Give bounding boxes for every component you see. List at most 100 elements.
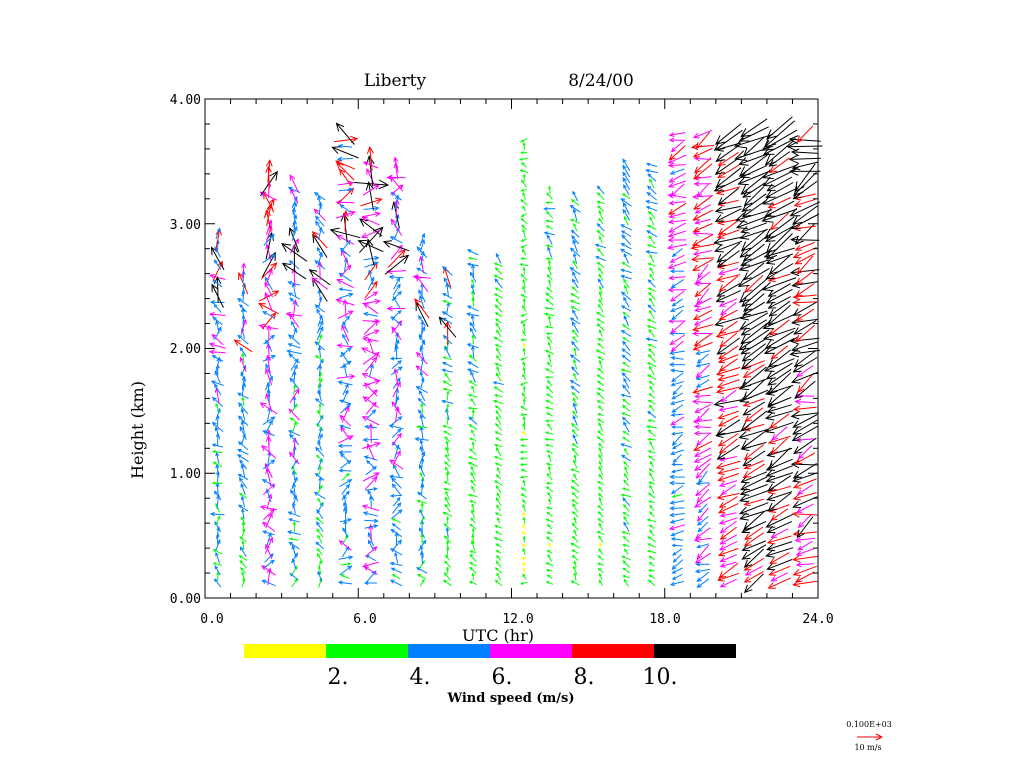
wind-vector: [570, 354, 581, 363]
wind-vector-head: [546, 234, 551, 239]
wind-vector: [791, 412, 819, 417]
wind-vector-head: [597, 430, 601, 434]
wind-vector: [696, 433, 710, 446]
wind-vector: [622, 209, 631, 221]
wind-vector: [571, 306, 580, 311]
wind-vector: [768, 283, 792, 297]
wind-vector: [599, 447, 603, 457]
wind-vector-head: [421, 377, 425, 382]
wind-vector-head: [389, 236, 395, 241]
wind-vector-head: [361, 504, 368, 510]
wind-vector-head: [597, 342, 601, 347]
wind-vector: [672, 494, 683, 498]
wind-vector: [417, 492, 427, 500]
wind-vector-head: [445, 282, 450, 288]
wind-vector-head: [372, 546, 378, 552]
wind-vector-head: [715, 188, 725, 196]
wind-vector: [363, 396, 379, 408]
wind-vector: [769, 504, 790, 513]
wind-vector-head: [598, 453, 602, 458]
wind-vector: [317, 571, 323, 583]
wind-vector: [647, 543, 657, 548]
wind-vector: [622, 324, 631, 331]
wind-vector-head: [692, 250, 700, 257]
wind-vector: [444, 267, 452, 288]
wind-vector: [287, 350, 302, 355]
wind-vector-head: [793, 327, 802, 335]
wind-vector: [242, 290, 245, 302]
wind-vector-head: [742, 400, 751, 407]
wind-vector: [645, 169, 659, 174]
wind-vector-head: [598, 465, 602, 470]
wind-vector-head: [743, 452, 752, 461]
wind-vector-head: [468, 256, 472, 260]
wind-vector: [469, 581, 477, 585]
wind-vector-head: [545, 393, 550, 397]
wind-vector-head: [522, 415, 526, 420]
wind-vector: [715, 205, 742, 212]
wind-vector: [669, 164, 686, 167]
wind-vector-head: [622, 337, 626, 341]
wind-vector-head: [239, 536, 243, 540]
wind-vector: [766, 465, 793, 477]
wind-vector: [546, 386, 554, 394]
wind-vector-head: [767, 483, 777, 492]
wind-vector-head: [520, 313, 525, 317]
wind-vector: [417, 500, 427, 504]
wind-vector: [598, 267, 604, 275]
wind-vector: [287, 531, 301, 536]
wind-vector: [471, 510, 476, 519]
wind-vector-head: [414, 437, 420, 442]
wind-vector: [315, 473, 325, 481]
wind-vector: [743, 398, 765, 407]
wind-vector: [215, 229, 221, 251]
wind-vector: [740, 410, 768, 432]
wind-vector-head: [495, 298, 499, 302]
wind-vector-head: [767, 487, 776, 495]
wind-vector-head: [469, 448, 473, 452]
wind-vector: [288, 430, 301, 437]
wind-vector: [239, 347, 247, 357]
wind-vector: [720, 520, 737, 534]
wind-vector: [344, 507, 347, 522]
wind-vector-head: [789, 267, 800, 277]
wind-vector-head: [646, 244, 651, 247]
wind-vector-head: [268, 536, 273, 543]
wind-vector: [443, 300, 453, 305]
wind-vector-head: [692, 325, 700, 332]
wind-vector-head: [692, 239, 700, 247]
wind-vector: [648, 492, 656, 499]
wind-vector-head: [792, 470, 802, 479]
wind-vector-head: [315, 521, 320, 526]
wind-vector-head: [692, 132, 700, 139]
wind-vector: [798, 513, 813, 528]
wind-vector-head: [493, 262, 498, 266]
wind-vector-head: [622, 361, 626, 365]
wind-vector-head: [740, 475, 750, 484]
wind-vector: [793, 513, 818, 516]
wind-vector: [670, 350, 685, 354]
wind-vector: [766, 547, 794, 557]
wind-vector: [795, 253, 816, 265]
wind-vector: [797, 374, 813, 393]
wind-vector: [793, 462, 817, 479]
wind-vector-head: [544, 368, 549, 372]
wind-vector-head: [648, 291, 652, 296]
wind-vector: [695, 552, 711, 564]
wind-vector-head: [522, 516, 526, 521]
wind-vector-head: [336, 278, 343, 285]
wind-vector: [242, 353, 245, 364]
wind-vector-head: [621, 555, 626, 559]
wind-vector: [793, 492, 817, 500]
wind-vector: [570, 267, 581, 276]
wind-vector-head: [669, 269, 675, 274]
wind-vector: [792, 425, 818, 441]
wind-vector: [696, 463, 710, 479]
wind-vector: [292, 215, 297, 228]
y-tick-label-1: 1.00: [170, 467, 201, 482]
wind-vector: [494, 394, 503, 398]
wind-vector: [767, 176, 793, 192]
wind-vector-head: [792, 420, 802, 428]
wind-vector-head: [717, 227, 726, 236]
wind-vector: [359, 218, 383, 237]
